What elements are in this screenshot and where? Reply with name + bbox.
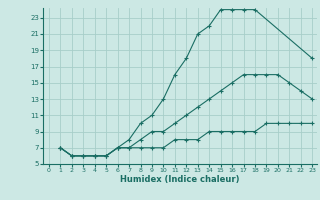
X-axis label: Humidex (Indice chaleur): Humidex (Indice chaleur)	[120, 175, 240, 184]
